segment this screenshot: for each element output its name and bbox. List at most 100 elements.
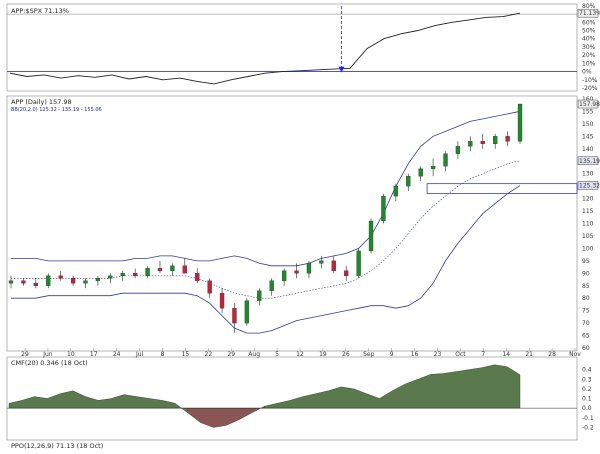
price-y-tick: 80: [582, 295, 590, 302]
bb-lower-band: [11, 185, 521, 334]
ratio-series-line: [9, 12, 521, 85]
cmf-title: CMF(20) 0.346 (18 Oct): [11, 359, 88, 367]
cmf-y-tick: -0.2: [582, 424, 594, 431]
price-x-tick: 22: [205, 351, 213, 358]
price-y-tick: 95: [582, 258, 590, 265]
candle-body: [468, 141, 473, 147]
price-panel: [6, 95, 578, 352]
price-y-tick: 160: [582, 96, 594, 103]
price-y-tick: 100: [582, 245, 594, 252]
price-x-tick: 9: [390, 351, 394, 358]
price-y-tick: 110: [582, 221, 594, 228]
candle-body: [455, 146, 461, 154]
candle-body: [319, 260, 324, 264]
price-x-tick: 17: [90, 351, 98, 358]
candle-body: [58, 275, 63, 279]
price-x-tick: 23: [434, 351, 442, 358]
ratio-y-tick: 80%: [582, 3, 596, 10]
price-y-tick: 60: [582, 345, 590, 352]
bb-mid-band: [11, 160, 521, 299]
mid-band-value-tag: [577, 156, 599, 166]
candle-body: [232, 308, 237, 324]
price-x-tick: 19: [319, 351, 327, 358]
price-y-tick: 140: [582, 146, 594, 153]
price-y-tick: 90: [582, 270, 590, 277]
price-x-tick: 10: [67, 351, 75, 358]
cmf-panel: [6, 356, 578, 441]
candle-body: [406, 176, 411, 187]
ratio-y-tick: 30%: [582, 44, 596, 51]
price-y-tick: 115: [582, 208, 594, 215]
highlight-box: [426, 183, 578, 195]
ratio-last-value: 71.13%: [579, 10, 600, 17]
bb-label: BB(20,2.0) 125.32 - 135.19 - 155.06: [11, 107, 102, 113]
candle-body: [145, 268, 150, 276]
price-x-tick: Oct: [455, 351, 466, 358]
bb-upper-band: [11, 110, 521, 267]
price-x-tick: Aug: [248, 351, 260, 358]
price-y-tick: 70: [582, 320, 590, 327]
price-y-tick: 155: [582, 108, 594, 115]
ratio-y-tick: -20%: [582, 85, 598, 92]
price-x-tick: 26: [342, 351, 350, 358]
price-x-tick: 15: [182, 351, 190, 358]
price-x-tick: Nov: [569, 351, 581, 358]
cmf-y-tick: 0.1: [582, 396, 592, 403]
cmf-y-tick: -0.1: [582, 415, 594, 422]
candle-body: [393, 185, 399, 197]
candle-body: [281, 270, 287, 281]
price-x-tick: Jun: [42, 351, 53, 358]
ratio-last-tag: [577, 8, 599, 18]
candle-body: [356, 250, 361, 276]
candle-body: [306, 263, 312, 274]
candle-body: [269, 280, 274, 291]
candle-body: [294, 270, 299, 274]
candle-body: [95, 278, 101, 281]
candle-body: [344, 270, 349, 276]
price-x-tick: 16: [411, 351, 419, 358]
candle-body: [182, 265, 187, 274]
candle-body: [480, 141, 485, 144]
candle-body: [33, 283, 38, 286]
candle-body: [257, 290, 262, 301]
price-y-tick: 150: [582, 121, 594, 128]
ratio-y-tick: 60%: [582, 19, 596, 26]
lower-band-value-tag: [577, 181, 599, 190]
price-x-tick: 29: [21, 351, 29, 358]
mid-band-value: 135.19: [579, 158, 600, 165]
ratio-y-tick: -10%: [582, 77, 598, 84]
price-y-tick: 145: [582, 133, 594, 140]
ratio-y-tick: 50%: [582, 28, 596, 35]
price-x-tick: 29: [227, 351, 235, 358]
last-price-tag: [577, 99, 599, 109]
price-x-tick: 5: [275, 351, 279, 358]
price-x-tick: 12: [296, 351, 304, 358]
candle-body: [195, 273, 200, 281]
price-x-tick: 24: [113, 351, 121, 358]
cmf-positive-area: [8, 390, 188, 414]
candle-body: [108, 275, 113, 279]
price-x-tick: 8: [161, 351, 165, 358]
ratio-title: APP:$SPX 71.13%: [11, 7, 69, 15]
candle-body: [381, 195, 386, 222]
candle-body: [331, 260, 336, 271]
price-x-tick: Sep: [363, 351, 375, 358]
candle-body: [443, 153, 448, 167]
cmf-positive-area: [264, 364, 521, 409]
candle-body: [517, 103, 523, 142]
candle-body: [170, 265, 175, 271]
candle-body: [157, 268, 163, 271]
price-x-tick: 28: [548, 351, 556, 358]
ratio-y-tick: 40%: [582, 36, 596, 43]
price-title: APP (Daily) 157.98: [11, 98, 72, 106]
candle-body: [505, 136, 510, 142]
ratio-marker-arrow: [338, 66, 345, 73]
last-price: 157.98: [579, 101, 600, 108]
ratio-panel: [6, 3, 578, 92]
footer-label: PPO(12,26,9) 71.13 (18 Oct): [11, 442, 103, 450]
cmf-negative-area: [187, 405, 265, 428]
lower-band-value: 125.32: [579, 182, 600, 189]
cmf-y-tick: 0.4: [582, 367, 592, 374]
price-x-tick: Jul: [135, 351, 144, 358]
